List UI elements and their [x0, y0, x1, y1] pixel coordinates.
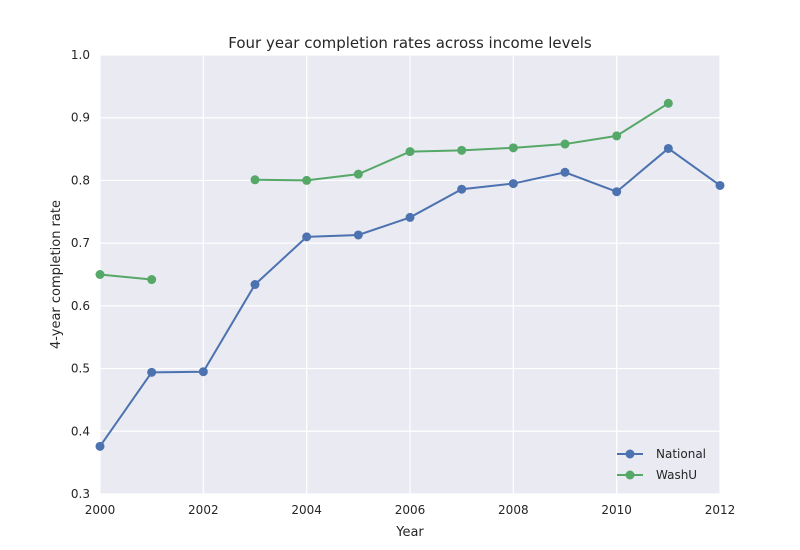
data-point	[250, 175, 260, 185]
chart-title: Four year completion rates across income…	[228, 34, 592, 52]
grid-lines	[99, 54, 721, 495]
data-point	[560, 139, 570, 149]
data-point	[612, 187, 622, 197]
data-point	[198, 367, 208, 377]
x-tick-label: 2002	[188, 503, 219, 517]
data-point	[250, 280, 260, 290]
data-point	[508, 143, 518, 153]
data-point	[353, 169, 363, 179]
y-tick-label: 0.9	[71, 111, 90, 125]
data-point	[663, 98, 673, 108]
data-point	[95, 270, 105, 279]
data-point	[508, 179, 518, 189]
y-axis-label: 4-year completion rate	[49, 200, 64, 349]
data-point	[147, 367, 157, 377]
series-national	[95, 143, 725, 451]
x-tick-label: 2012	[705, 503, 736, 517]
x-tick-label: 2004	[291, 503, 322, 517]
data-point	[457, 184, 467, 194]
data-point	[353, 230, 363, 240]
data-point	[95, 441, 105, 451]
x-axis-label: Year	[395, 525, 424, 540]
series-line	[99, 273, 152, 281]
series-layer	[95, 98, 725, 451]
y-tick-label: 0.6	[71, 299, 90, 313]
data-point	[405, 147, 415, 157]
legend-item: National	[617, 447, 706, 461]
y-tick-label: 0.5	[71, 362, 90, 376]
data-point	[457, 145, 467, 155]
data-point	[612, 131, 622, 141]
y-tick-label: 0.3	[71, 487, 90, 501]
series-washu	[95, 98, 673, 285]
x-tick-label: 2006	[395, 503, 426, 517]
data-point	[302, 175, 312, 185]
legend-marker	[625, 470, 635, 480]
y-axis-ticks: 0.3 0.4 0.5 0.6 0.7 0.8 0.9 1.0	[71, 48, 90, 501]
data-point	[663, 143, 673, 153]
data-point	[560, 167, 570, 177]
legend-label: WashU	[656, 468, 697, 482]
data-point	[147, 275, 157, 285]
y-tick-label: 1.0	[71, 48, 90, 62]
legend-label: National	[656, 447, 706, 461]
y-tick-label: 0.4	[71, 424, 90, 438]
legend: National WashU	[617, 447, 706, 482]
legend-item: WashU	[617, 468, 697, 482]
data-point	[405, 212, 415, 222]
y-tick-label: 0.8	[71, 173, 90, 187]
x-tick-label: 2008	[498, 503, 529, 517]
x-tick-label: 2000	[85, 503, 116, 517]
x-tick-label: 2010	[601, 503, 632, 517]
data-point	[715, 180, 725, 190]
y-tick-label: 0.7	[71, 236, 90, 250]
x-axis-ticks: 2000 2002 2004 2006 2008 2010 2012	[85, 503, 736, 517]
data-point	[302, 232, 312, 242]
legend-marker	[625, 449, 635, 459]
